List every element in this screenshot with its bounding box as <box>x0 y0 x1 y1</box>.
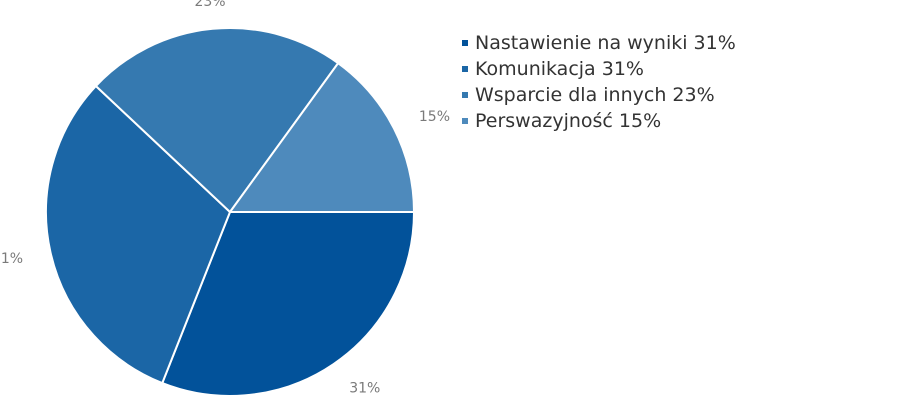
legend-item-komunikacja: Komunikacja 31% <box>462 56 736 82</box>
pie-slice-3 <box>94 27 340 213</box>
pie-slice-2 <box>45 85 231 385</box>
slice-value-label: 15% <box>419 109 450 125</box>
legend-label: Nastawienie na wyniki 31% <box>475 32 736 54</box>
legend-swatch <box>462 118 468 124</box>
legend-item-nastawienie: Nastawienie na wyniki 31% <box>462 30 736 56</box>
slice-value-label: 23% <box>194 0 225 10</box>
legend-item-perswazyjnosc: Perswazyjność 15% <box>462 108 736 134</box>
legend-label: Komunikacja 31% <box>475 58 644 80</box>
pie-slice-4 <box>229 62 415 213</box>
legend-swatch <box>462 66 468 72</box>
legend-swatch <box>462 92 468 98</box>
slice-labels: 31% 31% 23% 15% <box>0 0 450 396</box>
legend-label: Perswazyjność 15% <box>475 110 662 132</box>
pie-slice-1 <box>161 211 415 397</box>
chart-legend: Nastawienie na wyniki 31% Komunikacja 31… <box>462 30 736 134</box>
legend-swatch <box>462 40 468 46</box>
legend-item-wsparcie: Wsparcie dla innych 23% <box>462 82 736 108</box>
slice-value-label: 31% <box>0 251 23 267</box>
slice-value-label: 31% <box>349 380 380 396</box>
legend-label: Wsparcie dla innych 23% <box>475 84 715 106</box>
pie-slices <box>45 27 415 397</box>
